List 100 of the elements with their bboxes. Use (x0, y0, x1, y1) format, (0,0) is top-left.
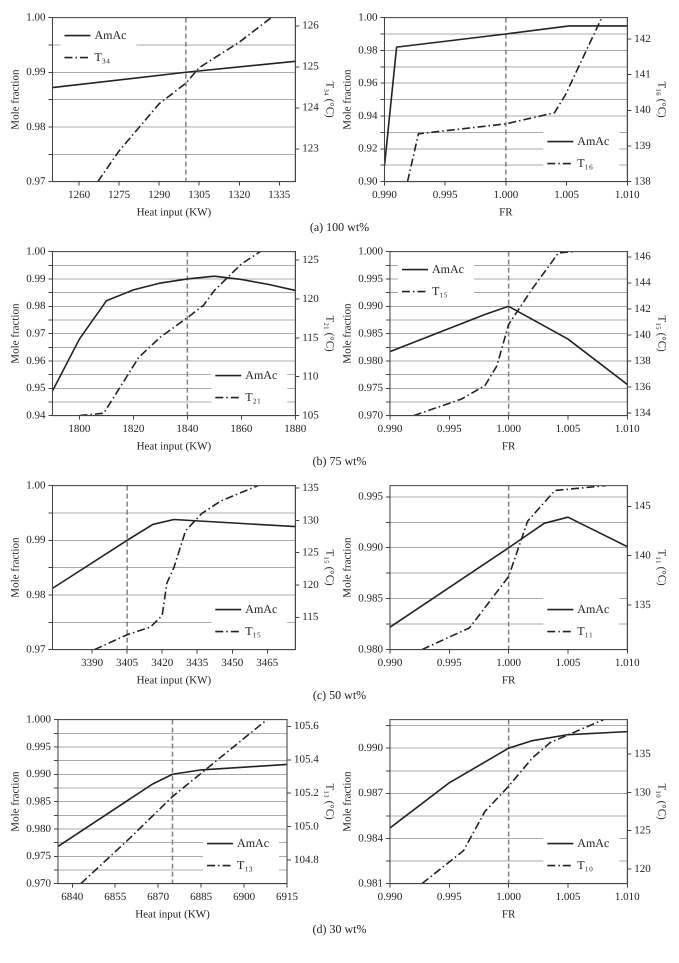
y-tick-label: 0.995 (358, 490, 384, 503)
x-tick-label: 1.010 (614, 189, 640, 202)
y-tick-label: 0.98 (26, 120, 46, 133)
x-tick-label: 1.010 (614, 423, 640, 436)
y-tick-label: 0.980 (26, 822, 52, 835)
y2-tick-label: 130 (302, 514, 320, 526)
x-axis-title: Heat input (KW) (136, 206, 212, 218)
y-tick-label: 1.000 (26, 713, 52, 726)
y2-axis-title: T₃₄ (°C) (324, 82, 336, 118)
x-tick-label: 3435 (186, 657, 209, 670)
y2-tick-label: 124 (302, 102, 320, 114)
y-tick-label: 0.990 (358, 542, 384, 554)
x-tick-label: 0.995 (436, 657, 462, 670)
x-tick-label: 6885 (190, 891, 213, 904)
text: (d) 30 wt% (312, 922, 368, 938)
y-tick-label: 0.97 (26, 175, 46, 188)
y2-tick-label: 125 (634, 824, 652, 837)
legend-label: AmAc (577, 134, 610, 148)
y-tick-label: 0.990 (358, 742, 384, 754)
y-tick-label: 0.984 (358, 832, 384, 844)
y-tick-label: 1.00 (26, 479, 46, 492)
x-tick-label: 6915 (276, 891, 299, 904)
y2-axis-title: T₁₅ (°C) (656, 316, 668, 352)
y2-tick-label: 135 (634, 599, 652, 612)
y-axis-title: Mole fraction (341, 69, 354, 130)
y2-tick-label: 140 (634, 328, 652, 341)
y-tick-label: 0.975 (358, 382, 384, 394)
x-tick-label: 0.995 (436, 891, 462, 904)
y2-tick-label: 105.6 (294, 720, 320, 732)
y-tick-label: 0.94 (358, 110, 378, 122)
y-tick-label: 0.985 (358, 327, 384, 340)
x-tick-label: 1260 (68, 189, 91, 202)
x-tick-label: 1880 (284, 423, 307, 436)
x-tick-label: 1.005 (556, 657, 581, 670)
y2-axis-title: T₁₅ (°C) (324, 550, 336, 586)
y2-tick-label: 146 (634, 250, 652, 263)
x-tick-label: 1.000 (496, 657, 522, 670)
x-tick-label: 1335 (268, 189, 291, 202)
x-tick-label: 1840 (176, 423, 199, 436)
y-tick-label: 0.90 (358, 175, 378, 188)
y-tick-label: 0.985 (358, 592, 384, 605)
y-tick-label: 1.00 (26, 245, 46, 258)
y-tick-label: 0.97 (26, 643, 46, 656)
x-tick-label: 6840 (61, 891, 84, 904)
y2-tick-label: 104.8 (294, 854, 320, 866)
y2-tick-label: 142 (634, 302, 651, 315)
y-tick-label: 1.00 (26, 11, 46, 24)
y-tick-label: 0.92 (358, 142, 378, 155)
y-tick-label: 0.987 (358, 787, 384, 800)
y-tick-label: 0.98 (358, 44, 378, 56)
y-axis-title: Mole fraction (341, 537, 354, 598)
x-tick-label: 1.005 (554, 189, 580, 202)
x-tick-label: 0.995 (432, 189, 458, 202)
x-tick-label: 0.990 (378, 423, 403, 436)
y2-tick-label: 123 (302, 142, 320, 155)
legend-label: AmAc (432, 262, 464, 276)
y-tick-label: 0.98 (26, 588, 46, 601)
y2-tick-label: 140 (634, 104, 652, 116)
y2-tick-label: 125 (302, 60, 320, 73)
x-tick-label: 0.995 (436, 423, 462, 436)
y2-axis-title: T₂₁ (°C) (324, 316, 336, 352)
y2-tick-label: 105.2 (294, 787, 319, 800)
x-axis-title: FR (499, 206, 514, 218)
y2-tick-label: 105.0 (294, 820, 320, 833)
y-axis-title: Mole fraction (341, 771, 354, 832)
legend-label: AmAc (94, 28, 126, 42)
y-axis-title: Mole fraction (9, 69, 22, 130)
legend-label: T₃₄ (94, 50, 110, 64)
y2-axis-title: T₁₁ (°C) (656, 550, 668, 586)
y2-axis-title: T₁₀ (°C) (656, 784, 668, 820)
legend-label: T₁₅ (432, 284, 448, 298)
x-tick-label: 3450 (221, 657, 244, 670)
x-tick-label: 1.005 (556, 423, 581, 436)
legend-label: T₂₁ (245, 390, 262, 404)
y2-tick-label: 141 (634, 68, 651, 81)
y-axis-title: Mole fraction (9, 303, 22, 364)
x-tick-label: 6855 (104, 891, 127, 904)
x-tick-label: 0.990 (372, 189, 398, 202)
x-tick-label: 1.010 (614, 891, 640, 904)
y-tick-label: 0.970 (26, 877, 52, 890)
y2-tick-label: 110 (302, 370, 319, 383)
x-tick-label: 1320 (228, 189, 251, 202)
x-axis-title: Heat input (KW) (135, 908, 210, 920)
x-axis-title: FR (502, 674, 516, 686)
y-tick-label: 0.995 (26, 740, 52, 753)
y2-tick-label: 144 (634, 276, 652, 289)
y2-tick-label: 105.4 (294, 754, 320, 766)
x-tick-label: 1.005 (556, 891, 581, 904)
y-tick-label: 0.980 (358, 643, 384, 656)
legend-label: AmAc (577, 836, 610, 850)
y-tick-label: 0.96 (358, 77, 378, 90)
y-tick-label: 0.99 (26, 534, 46, 546)
x-tick-label: 6870 (147, 891, 170, 904)
x-tick-label: 1275 (108, 189, 131, 202)
y-tick-label: 0.981 (358, 877, 383, 890)
y-tick-label: 0.985 (26, 795, 52, 808)
y2-tick-label: 115 (302, 332, 319, 344)
y2-tick-label: 126 (302, 20, 320, 32)
x-tick-label: 3420 (151, 657, 174, 670)
y-axis-title: Mole fraction (9, 537, 22, 598)
